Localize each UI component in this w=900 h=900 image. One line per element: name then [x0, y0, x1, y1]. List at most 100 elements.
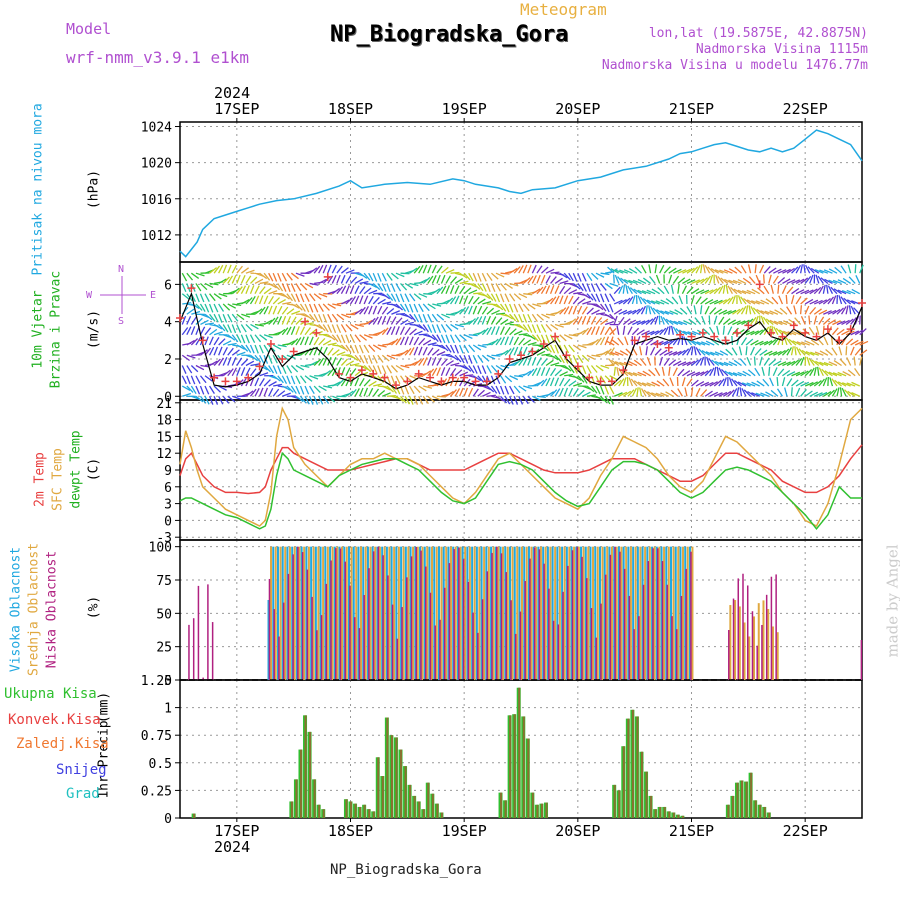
wind-barb — [581, 306, 588, 315]
wind-barb — [691, 279, 701, 285]
wind-barb — [449, 285, 455, 294]
wind-barb — [757, 287, 765, 295]
wind-barb — [468, 272, 474, 282]
wind-barb — [409, 293, 416, 302]
cloud-low-bar — [524, 580, 526, 680]
cloud-low-bar — [860, 640, 863, 680]
wind-barb — [427, 275, 434, 284]
wind-barb — [304, 375, 313, 382]
wind-barb — [513, 336, 520, 346]
wind-barb — [595, 337, 602, 346]
wind-barb — [817, 366, 820, 376]
cloud-low-bar — [330, 560, 332, 680]
wind-barb — [701, 341, 710, 346]
wind-barb — [327, 368, 334, 377]
wind-barb — [677, 361, 687, 367]
cloud-high-bar — [333, 546, 336, 680]
wind-barb — [747, 369, 756, 377]
wind-barb — [327, 334, 336, 341]
wind-obs-marker — [198, 336, 207, 345]
wind-barb — [718, 378, 725, 387]
wind-barb — [549, 285, 555, 294]
wind-barb — [637, 278, 647, 285]
cloud-mid-bar — [577, 546, 580, 680]
wind-barb — [322, 369, 331, 377]
wind-barb — [308, 396, 314, 405]
wind-barb — [299, 385, 305, 395]
wind-barb — [268, 387, 274, 397]
wind-barb — [291, 310, 301, 315]
cloud-low-bar — [496, 546, 498, 680]
wind-barb — [495, 283, 501, 292]
wind-barb — [737, 381, 747, 387]
wind-barb — [837, 381, 847, 387]
day-label-bottom-5: 22SEP — [783, 822, 828, 840]
cloud-mid-bar — [322, 546, 325, 680]
wind-barb — [459, 280, 469, 285]
wind-barb — [372, 388, 380, 397]
cloud-mid-bar — [743, 622, 746, 680]
wind-barb — [218, 357, 224, 366]
wind-barb — [463, 365, 472, 372]
cloud-low-bar — [510, 600, 512, 680]
wind-barb — [660, 299, 670, 305]
cloud-low-bar — [628, 595, 631, 680]
wind-barb — [186, 308, 195, 315]
wind-barb — [300, 282, 308, 291]
wind-barb — [672, 275, 680, 284]
cloud-mid-bar — [677, 546, 680, 680]
wind-barb — [545, 297, 554, 305]
cloud-mid-bar — [487, 546, 490, 680]
wind-barb — [707, 266, 715, 274]
wind-barb — [259, 372, 269, 377]
wind-barb — [522, 264, 528, 274]
wind-barb — [768, 267, 777, 274]
wind-barb — [679, 307, 688, 315]
wind-barb — [495, 317, 503, 325]
cloud-mid-bar — [610, 546, 613, 680]
wind-barb — [341, 299, 350, 305]
wind-barb — [591, 272, 599, 280]
wind-barb — [662, 378, 670, 387]
wind-barb — [791, 279, 801, 285]
wind-barb — [413, 385, 421, 394]
cloud-high-bar — [267, 600, 270, 680]
wind-barb — [277, 328, 286, 336]
footer-station: NP_Biogradska_Gora — [330, 862, 482, 878]
wind-barb — [358, 344, 364, 354]
wind-barb — [695, 289, 705, 295]
wind-barb — [536, 357, 542, 366]
wind-barb — [281, 375, 288, 385]
wind-barb — [472, 375, 482, 382]
wind-barb — [791, 287, 800, 295]
wind-barb — [499, 326, 505, 336]
wind-barb — [559, 307, 567, 315]
wind-barb — [472, 272, 478, 282]
wind-barb — [468, 365, 475, 374]
wind-barb — [400, 364, 410, 369]
wind-barb — [245, 297, 253, 305]
wind-barb — [727, 309, 737, 315]
wind-barb — [627, 319, 637, 326]
wind-barb — [509, 313, 517, 322]
wind-barb — [313, 265, 321, 274]
cloud-high-bar — [461, 546, 464, 680]
wind-barb — [798, 348, 806, 356]
wind-barb — [846, 382, 856, 387]
wind-barb — [834, 266, 842, 274]
cloud-mid-bar — [525, 546, 528, 680]
wind-barb — [204, 293, 210, 302]
wind-barb — [441, 344, 449, 352]
wind-barb — [595, 364, 604, 372]
wind-barb — [441, 313, 450, 319]
wind-barb — [281, 283, 287, 292]
wind-barb — [536, 367, 542, 377]
wind-barb — [668, 274, 673, 284]
precip-conv-bar — [513, 714, 516, 818]
wind-barb — [577, 375, 585, 383]
cloud-high-bar — [594, 546, 597, 680]
wind-barb — [718, 309, 728, 315]
wind-barb — [377, 375, 385, 384]
wind-barb — [672, 367, 678, 377]
wind-barb — [272, 297, 281, 305]
